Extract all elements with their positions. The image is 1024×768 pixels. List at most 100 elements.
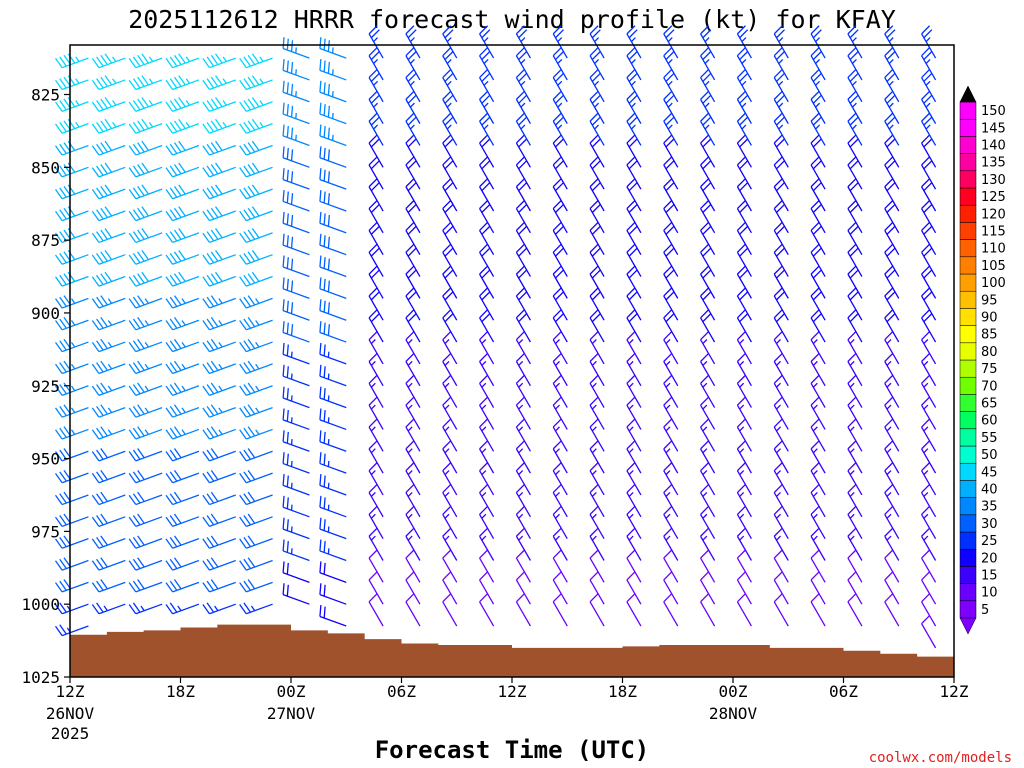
barb-shaft <box>847 317 863 343</box>
barb-shaft <box>921 426 937 452</box>
barb-flag <box>319 277 322 289</box>
barb-flag <box>407 116 417 126</box>
wind-barb <box>810 440 826 474</box>
barb-flag <box>886 291 896 301</box>
barb-flag <box>54 79 63 90</box>
barb-shaft <box>319 506 347 518</box>
barb-flag <box>776 160 785 170</box>
barb-flag <box>923 225 933 235</box>
wind-barb <box>128 271 163 287</box>
barb-half-flag <box>181 429 186 435</box>
barb-shaft <box>282 375 310 387</box>
barb-flag <box>370 225 380 235</box>
barb-shaft <box>246 57 273 69</box>
wind-barb <box>663 505 679 539</box>
barb-flag <box>405 462 415 472</box>
barb-flag <box>137 535 145 546</box>
barb-flag <box>589 112 599 122</box>
barb-flag <box>773 396 783 406</box>
barb-flag <box>702 225 712 235</box>
barb-shaft <box>368 273 384 299</box>
barb-flag <box>810 440 820 450</box>
barb-flag <box>555 247 564 257</box>
wind-barb <box>810 287 826 321</box>
barb-shaft <box>98 363 126 375</box>
barb-flag <box>847 221 857 231</box>
barb-flag <box>251 206 260 217</box>
wind-barb <box>700 265 716 299</box>
colorbar-swatch <box>959 566 977 584</box>
barb-flag <box>921 156 931 166</box>
wind-barb <box>589 178 605 212</box>
barb-flag <box>243 231 252 242</box>
barb-flag <box>282 168 285 180</box>
barb-flag <box>165 473 174 484</box>
barb-flag <box>591 247 601 257</box>
barb-flag <box>626 112 636 122</box>
wind-barb <box>700 134 716 168</box>
barb-flag <box>589 200 599 210</box>
wind-barb <box>91 602 126 615</box>
barb-shaft <box>884 295 900 321</box>
colorbar-swatch <box>959 514 977 533</box>
barb-flag <box>128 341 137 353</box>
wind-barb <box>847 484 863 518</box>
barb-half-flag <box>407 339 413 345</box>
barb-shaft <box>700 77 716 103</box>
barb-half-flag <box>255 407 260 413</box>
wind-barb <box>552 47 568 81</box>
barb-flag <box>96 362 104 373</box>
barb-flag <box>368 178 378 188</box>
barb-flag <box>812 182 822 192</box>
barb-shaft <box>773 317 789 343</box>
barb-shaft <box>810 514 826 539</box>
wind-barb <box>239 75 273 91</box>
barb-flag <box>202 385 210 396</box>
barb-shaft <box>552 142 568 168</box>
wind-barb <box>773 134 789 168</box>
barb-flag <box>96 253 104 264</box>
barb-shaft <box>282 506 310 518</box>
barb-flag <box>552 47 562 57</box>
barb-flag <box>626 287 636 297</box>
barb-flag <box>921 615 931 625</box>
barb-shaft <box>172 581 200 593</box>
wind-barb <box>884 47 900 81</box>
barb-shaft <box>135 319 163 331</box>
barb-half-flag <box>185 122 191 128</box>
barb-flag <box>319 211 322 224</box>
barb-half-flag <box>144 429 149 435</box>
barb-flag <box>173 142 182 153</box>
barb-shaft <box>700 230 716 256</box>
barb-flag <box>137 360 145 371</box>
wind-barb <box>442 178 458 212</box>
wind-barb <box>239 602 273 615</box>
barb-flag <box>810 418 820 428</box>
wind-barb <box>847 68 863 103</box>
barb-half-flag <box>107 341 113 348</box>
barb-flag <box>663 134 673 144</box>
wind-barb <box>552 505 568 539</box>
barb-flag <box>91 320 100 331</box>
barb-flag <box>810 25 820 35</box>
barb-shaft <box>368 55 384 81</box>
barb-half-flag <box>704 124 710 130</box>
barb-shaft <box>700 99 716 124</box>
barb-flag <box>327 236 330 249</box>
barb-shaft <box>209 144 236 156</box>
wind-barb <box>663 462 679 496</box>
barb-shaft <box>589 186 605 212</box>
colorbar-label: 15 <box>981 569 998 584</box>
barb-shaft <box>700 601 716 627</box>
wind-barb <box>405 440 421 474</box>
barb-flag <box>405 200 415 210</box>
barb-flag <box>518 51 528 61</box>
barb-flag <box>628 94 638 104</box>
barb-shaft <box>319 572 347 583</box>
wind-barb <box>884 178 900 212</box>
barb-shaft <box>368 535 384 561</box>
barb-half-flag <box>741 80 747 86</box>
barb-shaft <box>135 123 163 134</box>
barb-flag <box>319 583 322 595</box>
wind-barb <box>810 462 826 496</box>
